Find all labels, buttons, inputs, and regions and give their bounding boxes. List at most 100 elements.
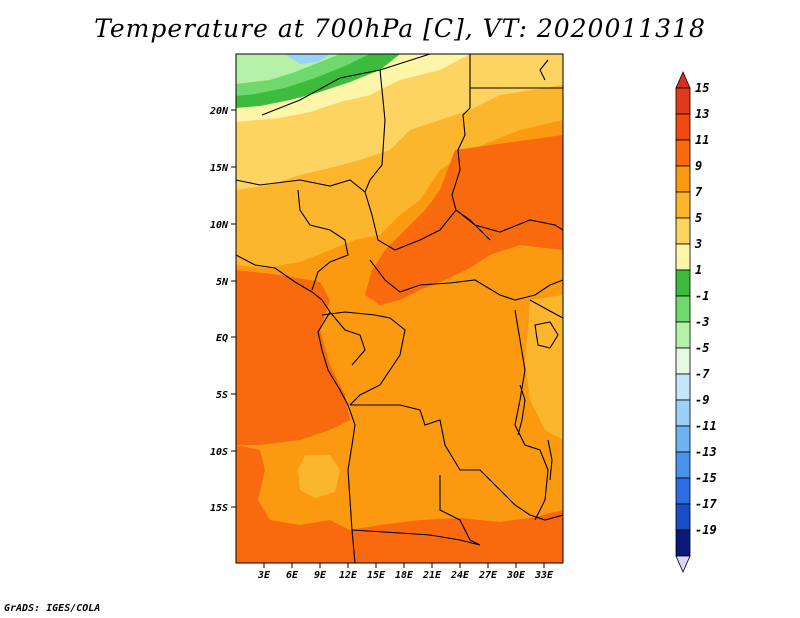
lon-tick-27e: 27E xyxy=(478,563,498,581)
field-central-warm xyxy=(365,135,563,305)
lon-tick-18e: 18E xyxy=(395,563,414,581)
lon-label-9e: 9E xyxy=(314,570,327,581)
lon-tick-30e: 30E xyxy=(506,563,526,581)
lon-tick-6e: 6E xyxy=(286,563,299,581)
lake-victoria xyxy=(534,321,559,349)
colorbar-label: 13 xyxy=(695,107,709,121)
colorbar-label: 9 xyxy=(695,159,702,173)
border-gabon-inner xyxy=(329,311,366,366)
colorbar-label: 11 xyxy=(695,133,709,147)
colorbar-top-cap xyxy=(675,71,691,89)
lon-label-12e: 12E xyxy=(339,570,358,581)
colorbar-label: 1 xyxy=(695,263,702,277)
colorbar-segment xyxy=(675,529,691,557)
colorbar-segment xyxy=(675,373,691,401)
lon-label-27e: 27E xyxy=(478,570,498,581)
colorbar-label: -11 xyxy=(695,419,717,433)
colorbar-segment xyxy=(675,477,691,505)
lon-tick-24e: 24E xyxy=(450,563,470,581)
lat-label-20n: 20N xyxy=(209,106,229,117)
border-libya-chad xyxy=(364,54,431,193)
field-sw-warm xyxy=(236,445,563,563)
lat-axis: 20N 15N 10N 5N EQ 5S 10S 15S xyxy=(209,106,236,514)
border-sudan-southsudan xyxy=(455,209,563,233)
lon-label-21e: 21E xyxy=(422,570,442,581)
colorbar-label: -17 xyxy=(695,497,717,511)
country-boundaries xyxy=(236,54,563,563)
colorbar-label: -9 xyxy=(695,393,709,407)
map-title: Temperature at 700hPa [C], VT: 202001131… xyxy=(94,14,706,43)
lat-label-10s: 10S xyxy=(210,447,228,458)
lon-label-6e: 6E xyxy=(286,570,299,581)
lat-tick-15n: 15N xyxy=(210,163,236,174)
colorbar-segment xyxy=(675,269,691,297)
colorbar-segment xyxy=(675,321,691,349)
colorbar-label: 15 xyxy=(695,81,709,95)
lon-tick-9e: 9E xyxy=(314,563,327,581)
colorbar-segment xyxy=(675,425,691,453)
border-angola-namibia xyxy=(351,529,481,546)
colorbar-bottom-cap xyxy=(675,555,691,573)
lake-tanganyika xyxy=(517,384,526,436)
colorbar-segment xyxy=(675,87,691,115)
coastline-west-africa xyxy=(236,254,356,563)
colorbar-segment xyxy=(675,243,691,271)
border-drc-angola xyxy=(350,404,516,506)
lat-tick-5n: 5N xyxy=(216,277,236,288)
colorbar-label: -19 xyxy=(695,523,717,537)
lat-label-15n: 15N xyxy=(210,163,229,174)
lat-label-5n: 5N xyxy=(216,277,229,288)
lat-label-15s: 15S xyxy=(210,503,228,514)
field-north-cold xyxy=(285,54,330,64)
grads-credit: GrADS: IGES/COLA xyxy=(4,603,101,614)
lon-label-33e: 33E xyxy=(534,570,554,581)
colorbar-segment xyxy=(675,295,691,323)
lat-label-5s: 5S xyxy=(216,390,228,401)
lon-tick-21e: 21E xyxy=(422,563,442,581)
lat-tick-eq: EQ xyxy=(216,333,236,344)
colorbar-label: 5 xyxy=(695,211,702,225)
colorbar-segment xyxy=(675,191,691,219)
border-sudan-egypt xyxy=(451,54,471,211)
colorbar-segment xyxy=(675,503,691,531)
colorbar-label: -7 xyxy=(695,367,710,381)
field-west-warm xyxy=(236,270,350,445)
colorbar-segment xyxy=(675,347,691,375)
lat-tick-10s: 10S xyxy=(210,447,236,458)
border-congo-gabon xyxy=(321,311,406,406)
border-nigeria-north xyxy=(236,179,366,193)
lat-label-10n: 10N xyxy=(210,220,229,231)
lake-malawi xyxy=(547,439,553,481)
colorbar-segment xyxy=(675,451,691,479)
colorbar: 15 13 11 9 7 5 3 1 -1 -3 -5 -7 -9 -11 -13 -15 -17 -19 xyxy=(675,71,717,573)
border-zambia-mozambique xyxy=(514,504,563,521)
colorbar-label: 3 xyxy=(694,237,702,251)
lon-axis: 3E 6E 9E 12E 15E 18E 21E 24E 27E 30E 33E xyxy=(257,563,554,581)
border-niger-chad xyxy=(261,69,381,116)
lat-label-eq: EQ xyxy=(216,333,228,344)
colorbar-segment xyxy=(675,165,691,193)
lon-label-30e: 30E xyxy=(506,570,526,581)
lon-label-3e: 3E xyxy=(257,570,271,581)
colorbar-label: -1 xyxy=(695,289,709,303)
colorbar-label: -5 xyxy=(695,341,709,355)
lat-tick-10n: 10N xyxy=(210,220,236,231)
colorbar-segment xyxy=(675,139,691,167)
colorbar-label: 7 xyxy=(695,185,703,199)
border-nigeria-cameroon xyxy=(297,189,349,291)
lat-tick-20n: 20N xyxy=(209,106,236,117)
lon-label-18e: 18E xyxy=(395,570,414,581)
lat-tick-15s: 15S xyxy=(210,503,236,514)
lon-tick-12e: 12E xyxy=(339,563,358,581)
colorbar-label: -13 xyxy=(695,445,717,459)
border-car-drc xyxy=(369,259,501,296)
border-chad-car xyxy=(364,191,491,251)
lon-tick-33e: 33E xyxy=(534,563,554,581)
field-angola-interior xyxy=(298,455,340,498)
lat-tick-5s: 5S xyxy=(216,390,236,401)
colorbar-label: -3 xyxy=(695,315,709,329)
temperature-field xyxy=(236,54,563,563)
colorbar-segment xyxy=(675,113,691,141)
field-east-pale xyxy=(525,295,563,440)
